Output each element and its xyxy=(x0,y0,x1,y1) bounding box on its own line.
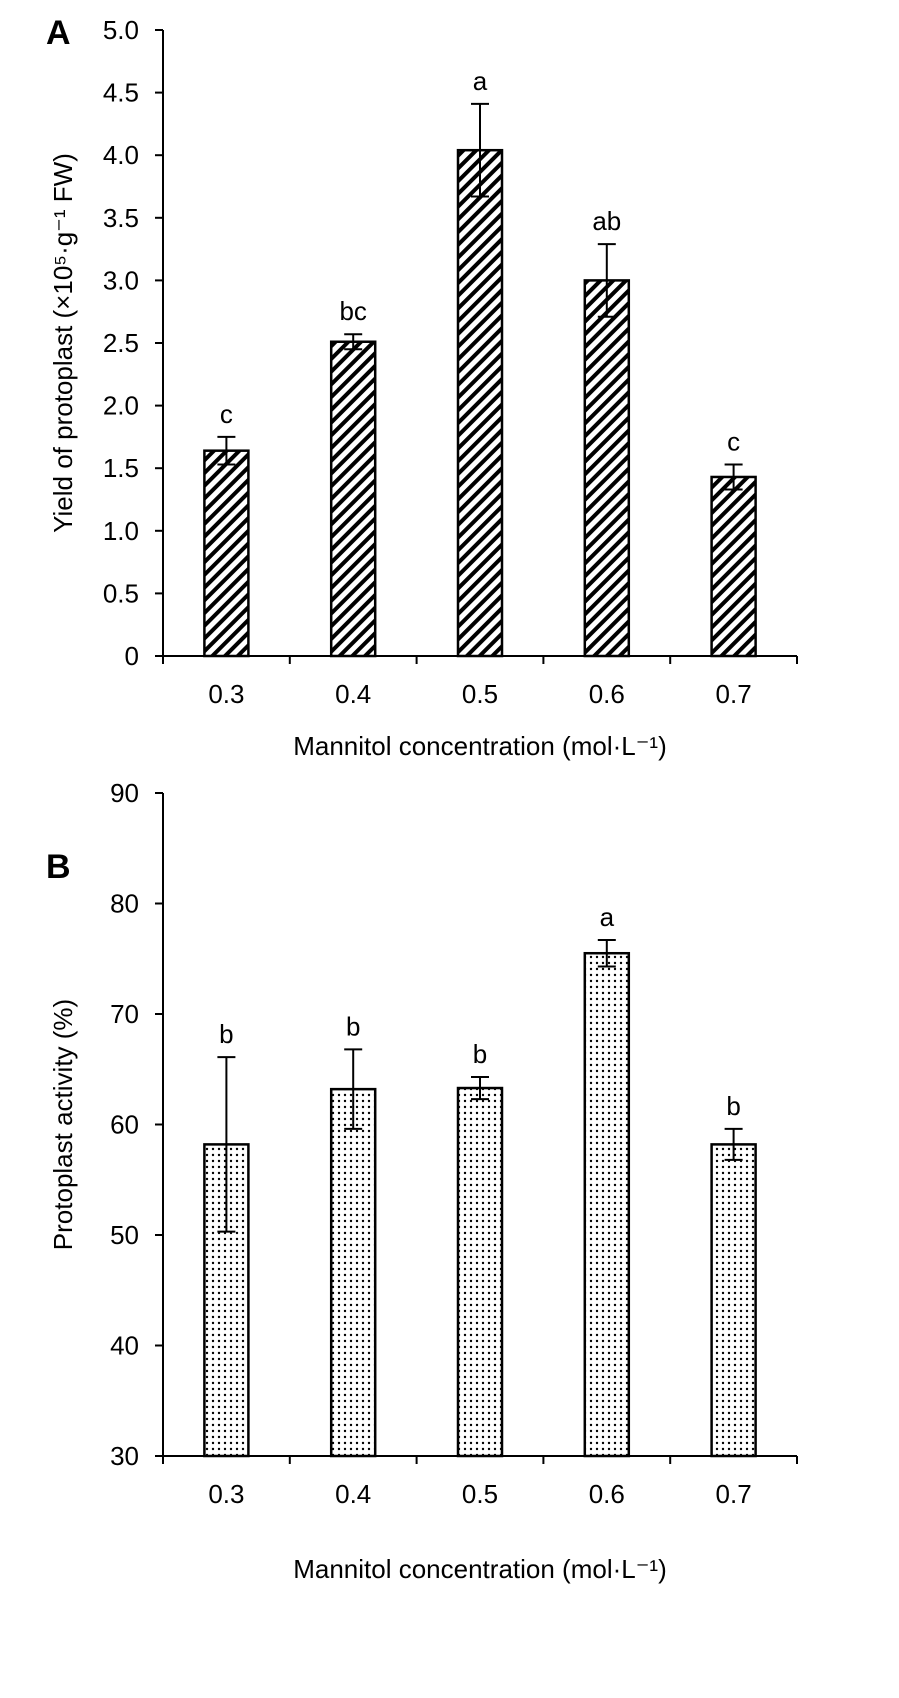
b-y-tick-label: 50 xyxy=(110,1220,139,1250)
b-x-axis-title: Mannitol concentration (mol·L⁻¹) xyxy=(293,1554,667,1584)
b-x-tick-label: 0.3 xyxy=(208,1479,244,1509)
a-significance-label: c xyxy=(727,426,740,456)
b-bar xyxy=(203,1143,250,1458)
a-significance-label: bc xyxy=(339,296,366,326)
b-significance-label: b xyxy=(346,1011,360,1041)
b-y-tick-label: 90 xyxy=(110,778,139,808)
a-significance-label: ab xyxy=(592,206,621,236)
a-x-tick-label: 0.6 xyxy=(589,679,625,709)
a-bar xyxy=(329,340,377,658)
a-y-tick-label: 0.5 xyxy=(103,578,139,608)
a-y-tick-label: 1.0 xyxy=(103,516,139,546)
a-x-tick-label: 0.7 xyxy=(716,679,752,709)
b-bar xyxy=(583,951,631,1458)
a-y-tick-label: 4.5 xyxy=(103,78,139,108)
panel-b-chart: B 30 40 50 60 70 80 90 b 0.3 b 0.4 b 0.5 a 0.6 b 0.7 Mann… xyxy=(46,778,798,1584)
b-y-axis-title: Protoplast activity (%) xyxy=(48,999,78,1250)
panel-a-chart: A 0 0.5 1.0 1.5 2.0 2.5 3.0 3.5 4.0 4.5 5.0 c 0.3 bc 0… xyxy=(46,14,798,761)
a-y-tick-label: 2.5 xyxy=(103,328,139,358)
a-y-tick-label: 4.0 xyxy=(103,140,139,170)
a-y-tick-label: 0 xyxy=(125,641,139,671)
b-y-tick-label: 60 xyxy=(110,1110,139,1140)
b-x-tick-label: 0.6 xyxy=(589,1479,625,1509)
b-y-tick-label: 70 xyxy=(110,999,139,1029)
b-bar xyxy=(456,1086,504,1458)
a-bar xyxy=(456,148,504,658)
a-y-tick-label: 3.5 xyxy=(103,203,139,233)
a-x-tick-label: 0.3 xyxy=(208,679,244,709)
a-bar xyxy=(203,449,250,658)
b-y-tick-label: 80 xyxy=(110,889,139,919)
a-y-tick-label: 5.0 xyxy=(103,15,139,45)
b-significance-label: b xyxy=(473,1039,487,1069)
b-significance-label: a xyxy=(600,902,615,932)
b-x-tick-label: 0.4 xyxy=(335,1479,371,1509)
a-significance-label: c xyxy=(220,399,233,429)
a-x-tick-label: 0.4 xyxy=(335,679,371,709)
b-x-tick-label: 0.7 xyxy=(716,1479,752,1509)
a-y-tick-label: 3.0 xyxy=(103,265,139,295)
panel-a-letter: A xyxy=(46,14,71,52)
b-y-tick-label: 30 xyxy=(110,1441,139,1471)
a-bar xyxy=(583,279,631,658)
b-x-tick-label: 0.5 xyxy=(462,1479,498,1509)
a-y-axis-title: Yield of protoplast (×10⁵·g⁻¹ FW) xyxy=(48,153,78,533)
a-bar xyxy=(710,475,757,658)
b-bar xyxy=(329,1087,377,1458)
b-significance-label: b xyxy=(219,1019,233,1049)
panel-b-letter: B xyxy=(46,848,71,886)
a-y-tick-label: 2.0 xyxy=(103,391,139,421)
a-significance-label: a xyxy=(473,66,488,96)
a-y-tick-label: 1.5 xyxy=(103,453,139,483)
a-x-tick-label: 0.5 xyxy=(462,679,498,709)
b-y-tick-label: 40 xyxy=(110,1331,139,1361)
b-significance-label: b xyxy=(726,1091,740,1121)
a-x-axis-title: Mannitol concentration (mol·L⁻¹) xyxy=(293,731,667,761)
b-bar xyxy=(710,1143,757,1458)
